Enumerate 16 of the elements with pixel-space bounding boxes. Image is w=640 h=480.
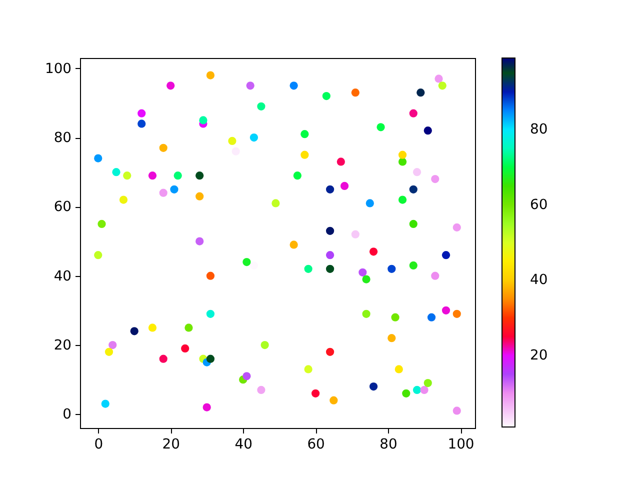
- y-tick-label: 20: [54, 338, 72, 354]
- x-tick-label: 60: [307, 436, 325, 452]
- x-tick-label: 80: [380, 436, 398, 452]
- y-tick-label: 80: [54, 130, 72, 146]
- x-tick-label: 20: [162, 436, 180, 452]
- color-bar-label: 40: [530, 272, 548, 288]
- color-bar-label: 80: [530, 122, 548, 138]
- color-bar-label: 60: [530, 196, 548, 213]
- y-tick-label: 60: [54, 199, 72, 216]
- y-tick-label: 100: [44, 60, 72, 77]
- y-tick-label: 40: [54, 268, 72, 284]
- x-tick-label: 40: [234, 436, 252, 452]
- x-tick-label: 100: [448, 436, 474, 452]
- color-bar-label: 20: [530, 347, 548, 364]
- x-tick-label: 0: [94, 436, 104, 452]
- y-tick-label: 0: [62, 406, 72, 423]
